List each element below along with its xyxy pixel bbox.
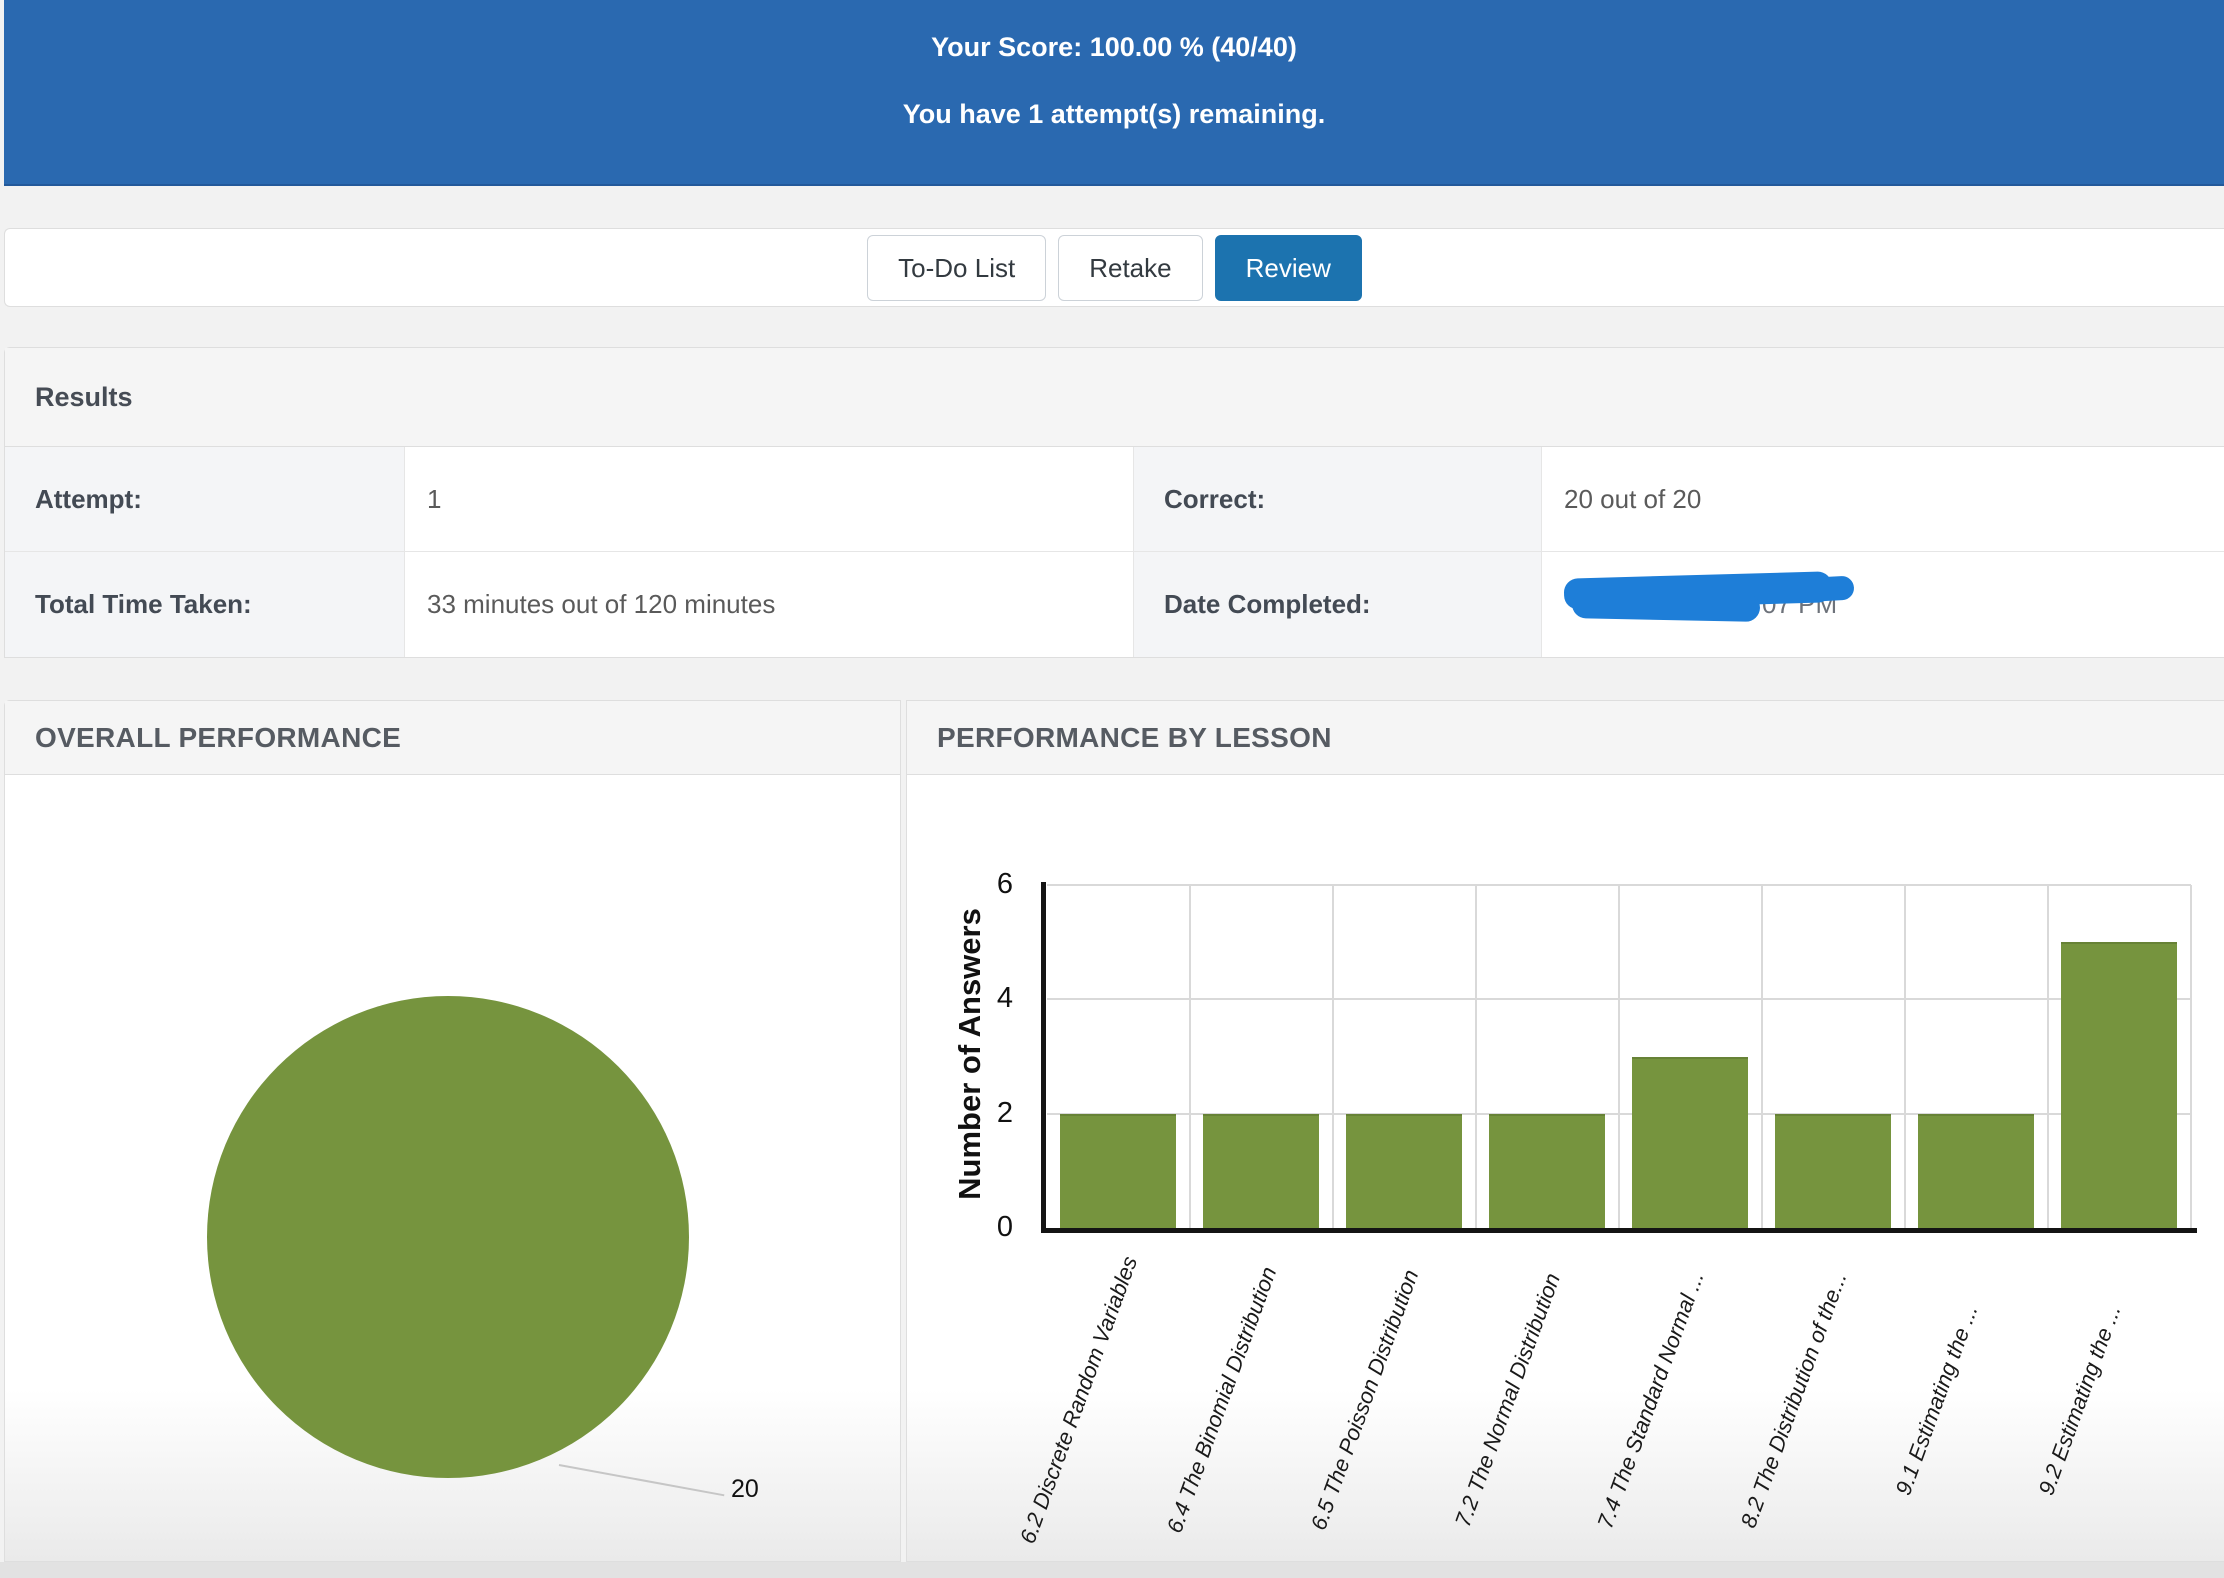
bar: [1203, 1113, 1319, 1228]
y-tick-label: 2: [996, 1096, 1013, 1129]
score-banner: Your Score: 100.00 % (40/40) You have 1 …: [4, 0, 2224, 186]
bar: [1632, 1056, 1748, 1228]
pie-slice: [207, 996, 689, 1478]
x-axis-label-text: 6.4 The Binomial Distribution: [1161, 1263, 1281, 1537]
y-axis-title: Number of Answers: [952, 908, 987, 1200]
results-panel: Results Attempt: 1 Correct: 20 out of 20…: [4, 347, 2224, 658]
gridline-vertical: [1618, 885, 1620, 1228]
x-axis-label-text: 9.2 Estimating the ...: [2032, 1301, 2126, 1499]
bottom-strip: [0, 1562, 2224, 1578]
toolbar: To-Do List Retake Review: [4, 228, 2224, 307]
date-completed-value: 07 PM: [1542, 552, 2224, 657]
bar: [1489, 1113, 1605, 1228]
x-axis-label-text: 7.4 The Standard Normal ...: [1591, 1268, 1709, 1532]
x-axis-label-text: 9.1 Estimating the ...: [1889, 1301, 1983, 1499]
x-axis: [1041, 1228, 2197, 1233]
gridline-vertical: [1332, 885, 1334, 1228]
x-axis-label-text: 6.5 The Poisson Distribution: [1305, 1266, 1423, 1534]
x-axis-label-text: 7.2 The Normal Distribution: [1449, 1269, 1565, 1530]
bar-plot-area: Number of Answers 0 2 4 6 6.2 Discrete Rando…: [952, 868, 2197, 1547]
performance-by-lesson-title: PERFORMANCE BY LESSON: [907, 701, 2224, 775]
score-line: Your Score: 100.00 % (40/40): [931, 32, 1297, 62]
gridline-vertical: [1904, 885, 1906, 1228]
total-time-value: 33 minutes out of 120 minutes: [405, 552, 1134, 657]
bar: [2061, 942, 2177, 1228]
x-axis-label-text: 8.2 The Distribution of the...: [1735, 1268, 1851, 1532]
attempt-label: Attempt:: [5, 447, 405, 552]
overall-performance-title: OVERALL PERFORMANCE: [5, 701, 900, 775]
date-redaction: 07 PM: [1563, 570, 1894, 635]
review-button[interactable]: Review: [1214, 234, 1362, 301]
gridline-vertical: [1475, 885, 1477, 1228]
gridline-vertical: [1761, 885, 1763, 1228]
results-table: Attempt: 1 Correct: 20 out of 20 Total T…: [5, 447, 2224, 657]
correct-label: Correct:: [1134, 447, 1542, 552]
overall-performance-panel: OVERALL PERFORMANCE 20: [4, 700, 901, 1562]
y-axis: [1041, 882, 1046, 1233]
retake-button[interactable]: Retake: [1058, 234, 1203, 301]
bar: [1918, 1113, 2034, 1228]
total-time-label: Total Time Taken:: [5, 552, 405, 657]
pie-leader-line: [558, 1464, 725, 1497]
y-tick-label: 4: [996, 982, 1013, 1015]
performance-by-lesson-panel: PERFORMANCE BY LESSON Number of Answers …: [906, 700, 2224, 1562]
redaction-scribble: [1571, 589, 1761, 622]
gridline-vertical: [2190, 885, 2192, 1228]
redaction-scribble: [1795, 574, 1855, 603]
pie-chart: 20: [5, 775, 900, 1562]
bar: [1060, 1113, 1176, 1228]
results-title: Results: [5, 348, 2224, 447]
correct-value: 20 out of 20: [1542, 447, 2224, 552]
bar: [1346, 1113, 1462, 1228]
pie-value-label: 20: [731, 1475, 759, 1503]
attempts-remaining-line: You have 1 attempt(s) remaining.: [902, 99, 1326, 129]
todo-list-button[interactable]: To-Do List: [867, 234, 1047, 301]
y-tick-label: 0: [996, 1211, 1013, 1243]
gridline-vertical: [1189, 885, 1191, 1228]
gridline-vertical: [2047, 885, 2049, 1228]
date-completed-label: Date Completed:: [1134, 552, 1542, 657]
bar: [1775, 1113, 1891, 1228]
x-axis-label-text: 6.2 Discrete Random Variables: [1014, 1252, 1142, 1547]
y-tick-label: 6: [996, 868, 1013, 900]
attempt-value: 1: [405, 447, 1134, 552]
bar-chart: Number of Answers 0 2 4 6 6.2 Discrete Rando…: [907, 775, 2224, 1562]
